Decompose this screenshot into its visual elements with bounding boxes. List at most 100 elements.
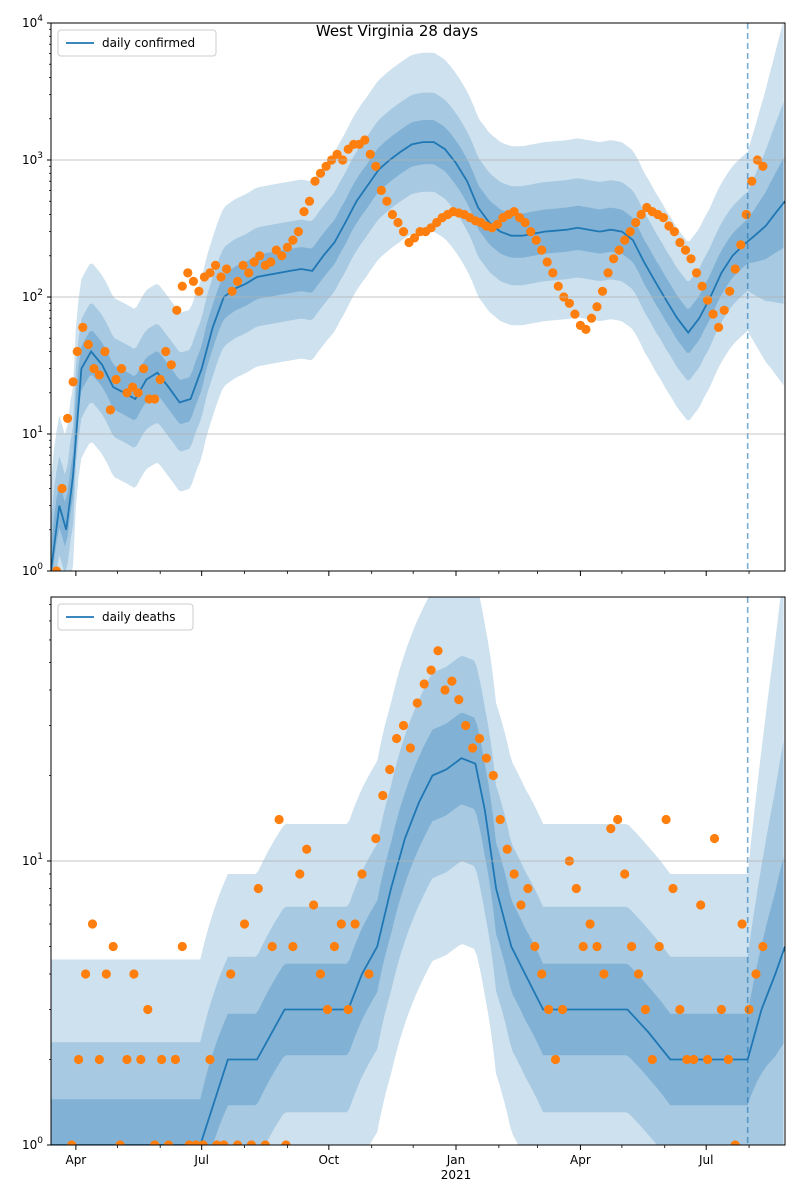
data-point	[606, 824, 616, 834]
data-point	[520, 217, 530, 228]
data-point	[116, 364, 127, 374]
data-point	[640, 1004, 651, 1015]
data-point	[633, 969, 644, 979]
data-point	[393, 217, 403, 228]
data-point	[172, 305, 182, 315]
data-point	[736, 240, 746, 250]
data-point	[723, 1054, 733, 1065]
data-point	[382, 196, 392, 206]
data-point	[205, 268, 215, 278]
data-point	[680, 245, 691, 255]
data-point	[550, 1054, 561, 1065]
data-point	[329, 941, 339, 952]
data-point	[481, 753, 491, 763]
data-point	[599, 969, 609, 979]
data-point	[661, 814, 671, 825]
data-point	[139, 364, 149, 374]
data-point	[364, 969, 374, 979]
data-point	[133, 388, 143, 398]
legend-label: daily deaths	[102, 610, 175, 624]
data-point	[509, 207, 519, 217]
data-point	[737, 919, 747, 929]
data-point	[155, 374, 165, 385]
data-point	[321, 161, 331, 171]
data-point	[609, 254, 619, 264]
data-point	[371, 833, 381, 844]
plot-area	[51, 597, 785, 1145]
data-point	[271, 245, 281, 255]
data-point	[387, 209, 397, 220]
plot-frame	[50, 22, 786, 572]
data-point	[686, 254, 696, 264]
data-point	[537, 969, 547, 979]
data-point	[157, 1054, 167, 1065]
legend-box	[57, 29, 217, 57]
data-point	[170, 1054, 180, 1065]
data-point	[122, 388, 132, 398]
data-point	[87, 919, 98, 929]
data-point	[277, 251, 287, 261]
data-point	[581, 324, 591, 334]
data-point	[526, 227, 536, 237]
data-point	[336, 919, 346, 929]
data-point	[332, 149, 342, 159]
data-point	[227, 286, 237, 296]
data-point	[447, 676, 457, 686]
data-point	[371, 161, 381, 171]
data-point	[350, 919, 360, 929]
data-point	[198, 1140, 208, 1145]
data-point	[105, 405, 115, 415]
data-point	[696, 900, 706, 910]
y-tick-label: 102	[22, 288, 43, 304]
data-point	[542, 257, 552, 267]
data-point	[184, 1140, 194, 1145]
data-point	[57, 483, 67, 494]
data-point	[412, 698, 422, 708]
data-point	[83, 339, 93, 350]
data-point	[302, 844, 312, 854]
data-point	[409, 233, 420, 243]
data-point	[419, 679, 429, 689]
data-point	[63, 413, 73, 423]
data-point	[537, 245, 547, 255]
data-point	[385, 764, 395, 775]
data-point	[405, 743, 415, 753]
data-point	[658, 213, 669, 223]
uncertainty-band-2	[51, 92, 784, 571]
data-point	[703, 295, 713, 305]
data-point	[81, 969, 91, 979]
data-point	[288, 941, 298, 952]
data-point	[67, 1140, 77, 1145]
uncertainty-band-2	[51, 656, 784, 1145]
x-tick-label: Oct	[318, 1153, 339, 1167]
data-point	[398, 227, 409, 237]
legend: daily deaths	[57, 603, 194, 631]
data-point	[613, 814, 623, 825]
data-point	[293, 227, 303, 237]
data-point	[578, 941, 588, 952]
x-tick-label: Jul	[698, 1153, 713, 1167]
data-point	[376, 185, 386, 195]
data-point	[309, 900, 319, 910]
chart-title: West Virginia 28 days	[316, 22, 478, 40]
uncertainty-band-3	[51, 120, 784, 571]
data-point	[675, 237, 685, 248]
x-tick-year-label: 2021	[441, 1168, 472, 1182]
data-point	[614, 245, 624, 255]
data-point	[557, 1004, 568, 1015]
data-point	[100, 346, 110, 357]
data-point	[758, 941, 768, 952]
data-point	[322, 1004, 333, 1015]
data-point	[531, 235, 541, 245]
data-point	[592, 302, 602, 312]
data-point	[150, 1140, 160, 1145]
data-point	[492, 219, 503, 229]
data-point	[72, 346, 82, 357]
data-point	[128, 382, 138, 392]
data-point	[708, 309, 718, 319]
uncertainty-band-1	[51, 597, 784, 1145]
data-point	[631, 217, 641, 228]
data-point	[89, 364, 99, 374]
data-point	[682, 1054, 692, 1065]
